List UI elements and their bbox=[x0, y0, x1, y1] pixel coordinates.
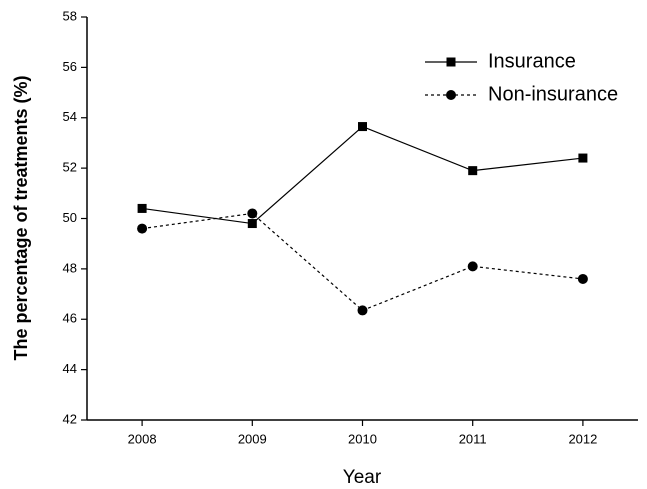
data-point bbox=[578, 153, 588, 163]
y-tick-label: 46 bbox=[63, 311, 77, 326]
y-axis-title: The percentage of treatments (%) bbox=[11, 75, 31, 360]
data-point bbox=[577, 273, 588, 284]
legend-label: Non-insurance bbox=[488, 83, 618, 105]
x-axis-title: Year bbox=[343, 467, 382, 488]
legend-marker bbox=[446, 90, 456, 100]
x-tick-label: 2010 bbox=[348, 431, 377, 446]
data-point bbox=[137, 203, 147, 213]
y-tick-label: 56 bbox=[63, 59, 77, 74]
data-point bbox=[247, 219, 257, 229]
y-tick-label: 48 bbox=[63, 260, 77, 275]
x-tick-label: 2012 bbox=[568, 431, 597, 446]
y-tick-label: 50 bbox=[63, 210, 77, 225]
data-point bbox=[358, 122, 367, 132]
legend-label: Insurance bbox=[488, 50, 576, 72]
series-line bbox=[142, 125, 583, 225]
data-point bbox=[357, 305, 368, 316]
y-tick-label: 58 bbox=[63, 8, 77, 23]
y-tick-label: 42 bbox=[63, 411, 77, 426]
y-tick-label: 44 bbox=[63, 361, 77, 376]
data-point bbox=[247, 208, 258, 219]
data-point bbox=[468, 166, 478, 176]
y-tick-label: 54 bbox=[63, 109, 77, 124]
data-point bbox=[467, 261, 478, 272]
x-tick-label: 2011 bbox=[459, 431, 487, 446]
legend-marker bbox=[446, 57, 456, 67]
y-tick-label: 52 bbox=[63, 160, 77, 175]
data-point bbox=[137, 223, 148, 234]
series-line bbox=[142, 212, 583, 312]
x-tick-label: 2008 bbox=[128, 431, 157, 446]
x-tick-label: 2009 bbox=[238, 431, 267, 446]
